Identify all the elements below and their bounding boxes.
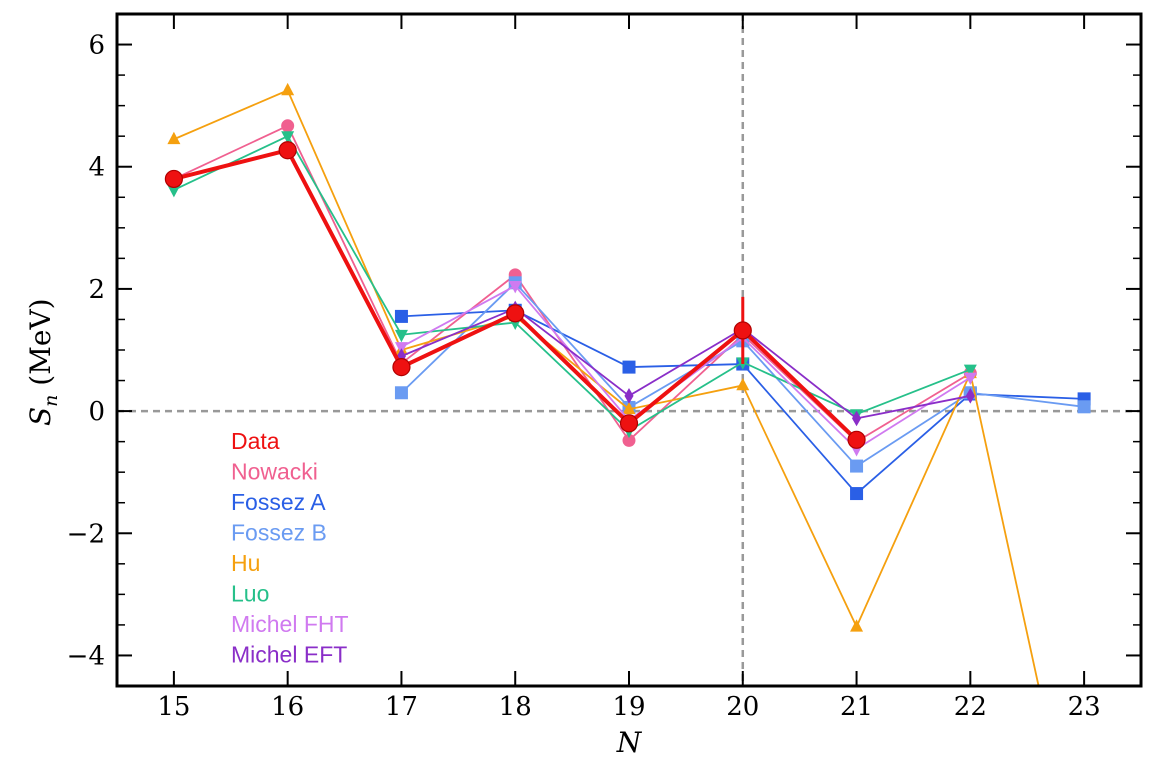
series-line-nowacki [173,124,971,443]
legend-entry-michel-eft: Michel EFT [231,642,347,668]
data-point-data [164,169,183,189]
y-tick-label: 2 [88,275,105,305]
data-point-hu [622,401,636,415]
data-point-hu [850,619,864,632]
legend-entry-hu: Hu [231,550,260,576]
x-axis-title: N [616,726,643,759]
reference-lines [117,14,1141,686]
data-point-michel-fht [508,280,522,294]
legend-entry-data: Data [231,428,280,454]
legend-entry-michel-fht: Michel FHT [231,611,349,637]
x-tick-label: 19 [612,692,645,722]
series-line-michel-eft [401,307,971,420]
data-point-luo [963,364,977,378]
data-point-data [392,358,411,377]
y-axis-title-symbol: S [24,407,57,426]
data-point-data [847,430,866,449]
series-line-data [173,148,858,442]
data-point-nowacki [281,119,295,133]
data-point-michel-eft [624,388,634,404]
legend-entry-fossez-b: Fossez B [231,520,327,546]
x-tick-label: 22 [954,692,987,722]
series-data [164,141,866,449]
data-point-data [619,414,639,433]
x-tick-label: 17 [385,692,418,722]
x-tick-label: 16 [271,692,304,722]
y-axis-title-subscript: n [40,395,62,407]
data-point-hu [736,377,750,391]
x-tick-label: 18 [499,692,532,722]
data-point-fossez-b [850,459,864,473]
x-tick-label: 23 [1068,692,1101,722]
data-point-hu [167,131,181,145]
y-axis-title-unit: (MeV) [24,298,57,394]
y-tick-label: 0 [88,397,105,427]
legend-entry-luo: Luo [231,581,269,607]
series-michel-eft [396,300,975,427]
legend-entry-fossez-a: Fossez A [231,489,326,515]
series-luo [167,131,977,439]
data-point-fossez-b [394,386,408,400]
y-tick-label: −2 [67,519,105,549]
data-point-michel-fht [963,372,977,385]
series-line-luo [173,135,971,432]
x-tick-label: 20 [726,692,759,722]
x-tick-label: 15 [157,692,190,722]
data-point-michel-eft [852,410,862,427]
axes: 15 16 17 18 19 20 21 22 23 −4 −2 0 2 4 6 N Sn (MeV) [24,12,1143,759]
data-point-data [278,141,297,160]
series-nowacki [167,119,977,449]
y-tick-label: −4 [67,641,105,671]
series-layer [164,82,1091,686]
data-point-fossez-a [850,487,864,501]
series-michel-fht [394,280,977,457]
x-tick-label: 21 [840,692,873,722]
y-axis-title: Sn (MeV) [24,298,62,426]
y-tick-label: 4 [88,153,105,183]
data-point-luo [394,329,408,343]
data-point-luo [167,185,181,198]
plot-frame [115,12,1143,688]
legend-entry-nowacki: Nowacki [231,459,318,485]
data-point-luo [281,131,295,144]
data-point-hu [281,82,295,96]
data-point-michel-eft [965,388,975,404]
data-point-fossez-b [1077,400,1091,414]
data-point-fossez-a [622,360,636,374]
legend: Data Nowacki Fossez A Fossez B Hu Luo Michel F… [231,428,349,668]
data-point-fossez-a [394,309,408,323]
data-point-michel-fht [394,342,408,355]
data-point-data [733,321,752,340]
data-point-data [506,304,525,323]
data-point-nowacki [622,433,636,447]
y-tick-label: 6 [88,31,105,61]
